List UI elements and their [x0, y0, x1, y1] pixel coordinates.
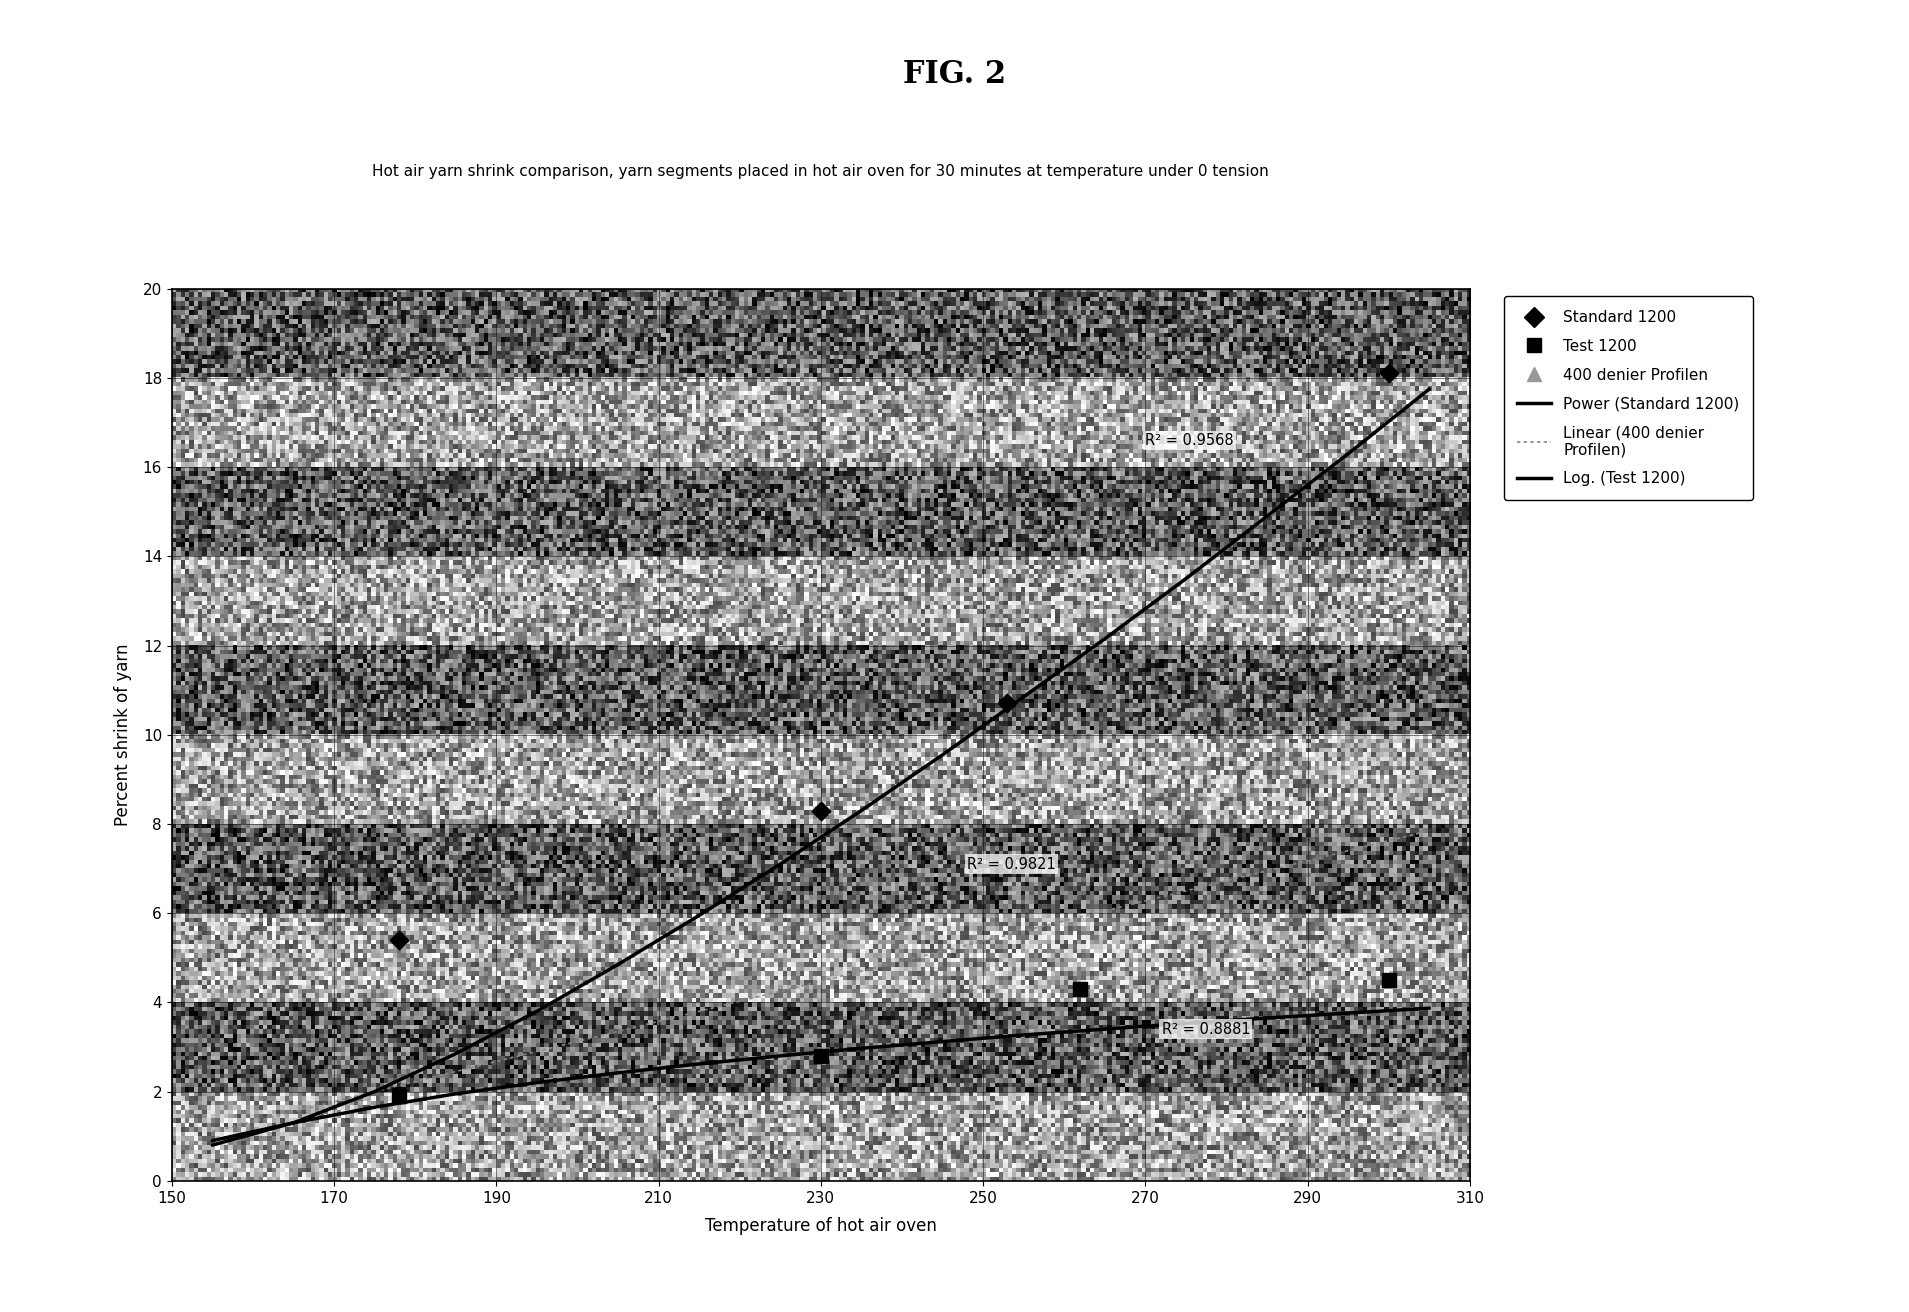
- Y-axis label: Percent shrink of yarn: Percent shrink of yarn: [115, 643, 132, 827]
- Point: [1065, 979, 1096, 1000]
- Point: [806, 800, 836, 821]
- Point: [1374, 363, 1405, 384]
- X-axis label: Temperature of hot air oven: Temperature of hot air oven: [704, 1216, 937, 1235]
- Legend: Standard 1200, Test 1200, 400 denier Profilen, Power (Standard 1200), Linear (40: Standard 1200, Test 1200, 400 denier Pro…: [1504, 297, 1752, 500]
- Point: [384, 929, 414, 950]
- Text: Hot air yarn shrink comparison, yarn segments placed in hot air oven for 30 minu: Hot air yarn shrink comparison, yarn seg…: [372, 164, 1269, 178]
- Text: R² = 0.8881: R² = 0.8881: [1161, 1022, 1250, 1036]
- Point: [1374, 970, 1405, 991]
- Text: R² = 0.9821: R² = 0.9821: [968, 857, 1056, 871]
- Text: R² = 0.9568: R² = 0.9568: [1145, 433, 1233, 447]
- Text: FIG. 2: FIG. 2: [903, 59, 1006, 91]
- Point: [993, 693, 1023, 714]
- Point: [384, 1085, 414, 1106]
- Point: [806, 1046, 836, 1067]
